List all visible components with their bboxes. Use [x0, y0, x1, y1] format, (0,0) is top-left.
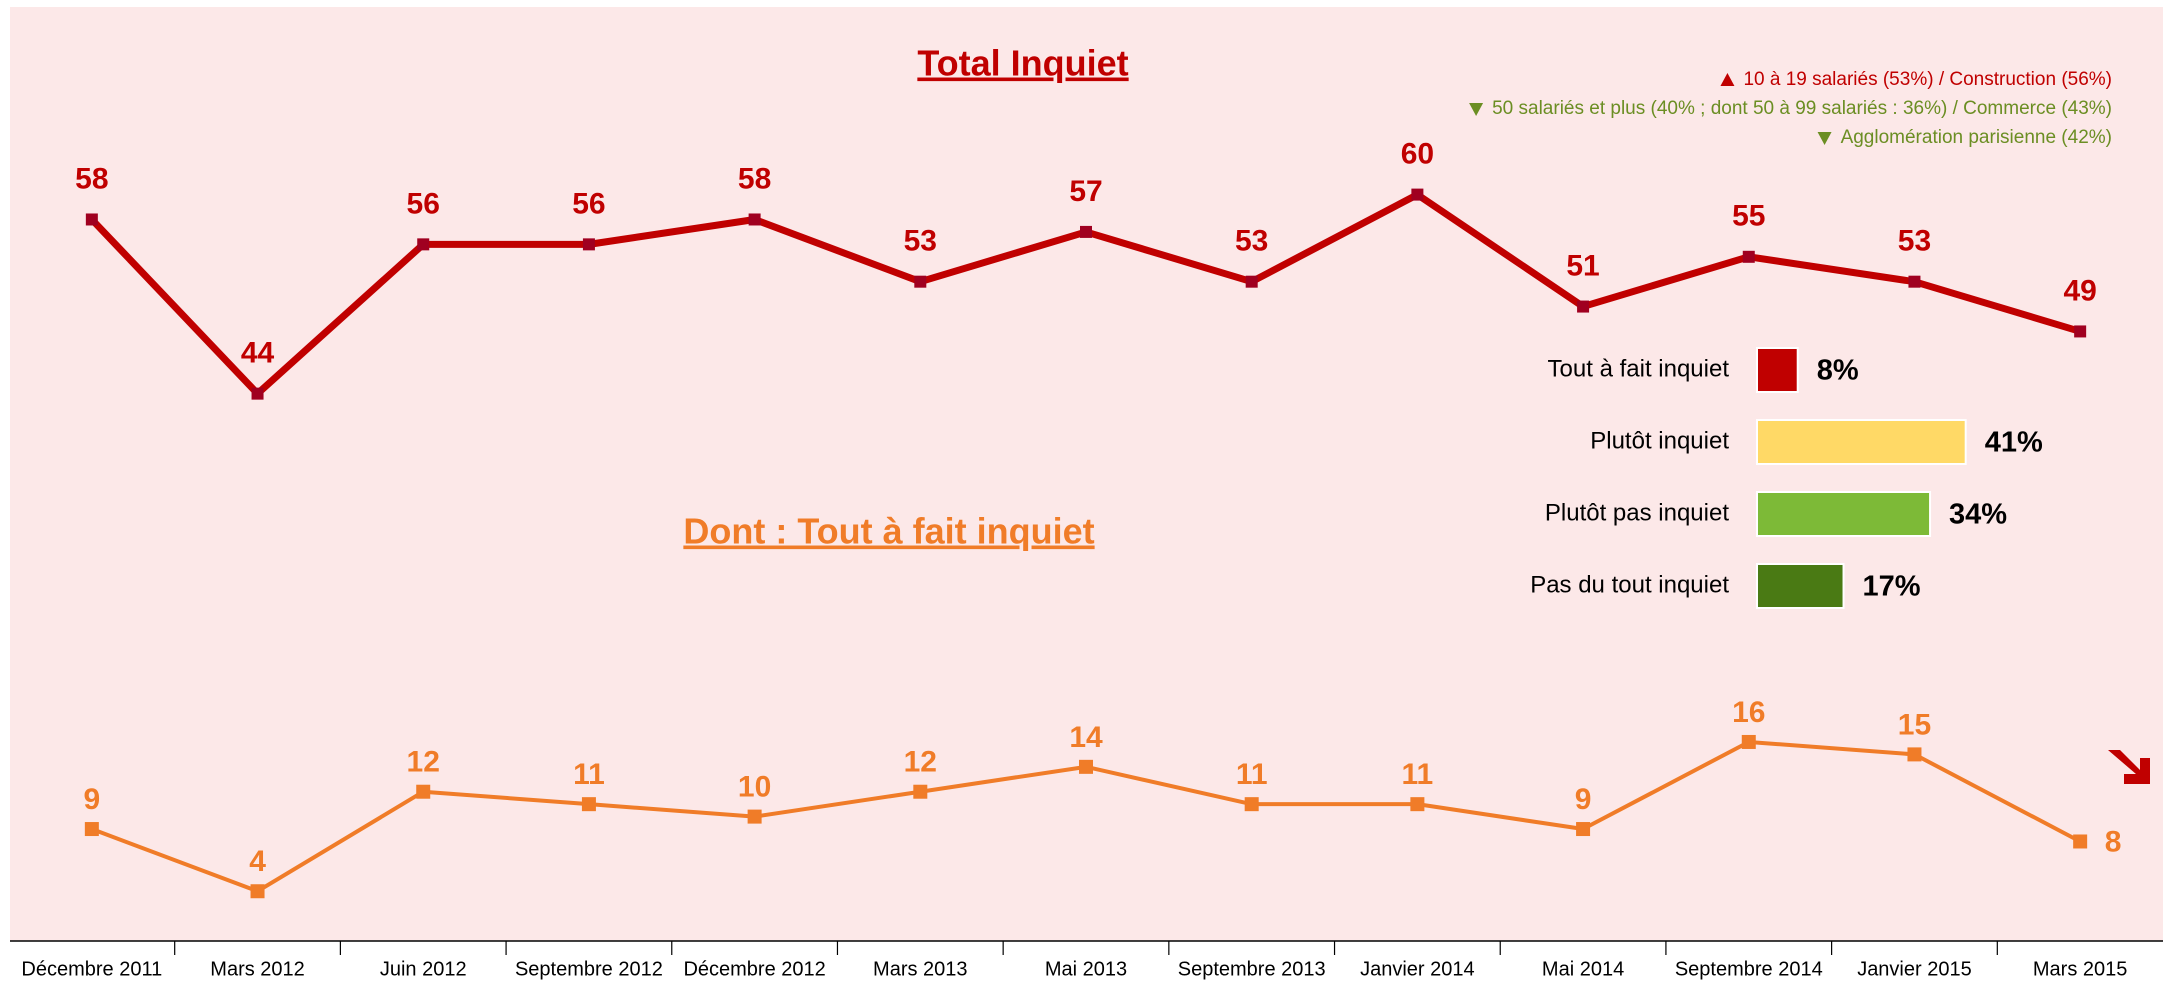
data-label: 51 — [1566, 249, 1599, 282]
data-label: 56 — [572, 187, 605, 220]
bar-value-label: 41% — [1985, 427, 2043, 459]
annotation-triangle — [1817, 132, 1832, 145]
x-tick-label: Mai 2013 — [1045, 958, 1127, 980]
point-marker — [1410, 797, 1425, 812]
data-label: 10 — [738, 771, 771, 804]
annotation: 10 à 19 salariés (53%) / Construction (5… — [1743, 69, 2112, 90]
point-marker — [1245, 275, 1258, 288]
x-tick-label: Mars 2015 — [2033, 958, 2128, 980]
point-marker — [1079, 759, 1093, 774]
x-tick-label: Mai 2014 — [1542, 958, 1624, 980]
annotation: Agglomération parisienne (42%) — [1841, 127, 2112, 148]
bar — [1756, 419, 1967, 465]
bar-value-label: 17% — [1863, 571, 1921, 603]
annotation-triangle — [1720, 73, 1735, 86]
data-label: 12 — [407, 746, 440, 779]
point-marker — [748, 213, 761, 226]
data-label: 58 — [738, 162, 771, 195]
point-marker — [581, 797, 596, 812]
annotation-triangle — [1469, 103, 1484, 116]
bar-label: Plutôt pas inquiet — [1545, 499, 1729, 526]
point-marker — [416, 784, 431, 799]
data-label: 53 — [1898, 225, 1931, 258]
data-label: 4 — [249, 845, 266, 878]
point-marker — [1742, 250, 1755, 263]
data-label: 44 — [241, 337, 275, 370]
point-marker — [1907, 747, 1922, 762]
point-marker — [913, 784, 928, 799]
point-marker — [582, 238, 595, 251]
data-label: 49 — [2063, 274, 2096, 307]
bar-label: Tout à fait inquiet — [1548, 355, 1730, 382]
data-label: 16 — [1732, 696, 1765, 729]
x-tick-label: Mars 2012 — [210, 958, 305, 980]
point-marker — [417, 238, 430, 251]
point-marker — [1577, 300, 1590, 313]
point-marker — [2073, 834, 2088, 849]
series-title: Total Inquiet — [917, 43, 1128, 84]
point-marker — [84, 822, 99, 837]
data-label: 9 — [84, 783, 101, 816]
point-marker — [2074, 325, 2087, 338]
point-marker — [1576, 822, 1591, 837]
data-label: 12 — [904, 746, 937, 779]
bar-value-label: 34% — [1949, 499, 2007, 531]
x-tick-label: Septembre 2014 — [1675, 958, 1823, 980]
data-label: 14 — [1069, 721, 1103, 754]
data-label: 11 — [1236, 758, 1268, 791]
bar — [1756, 563, 1845, 609]
x-tick-label: Janvier 2015 — [1857, 958, 1972, 980]
data-label: 55 — [1732, 200, 1765, 233]
data-label: 56 — [407, 187, 440, 220]
bar-label: Pas du tout inquiet — [1530, 571, 1729, 598]
x-tick-label: Janvier 2014 — [1360, 958, 1475, 980]
data-label: 9 — [1575, 783, 1592, 816]
bar — [1756, 491, 1932, 537]
point-marker — [1908, 275, 1921, 288]
point-marker — [1244, 797, 1259, 812]
point-marker — [914, 275, 927, 288]
x-tick-label: Décembre 2011 — [21, 958, 162, 980]
bar — [1756, 347, 1799, 393]
plot-background — [10, 7, 2163, 941]
trend-arrow — [2108, 750, 2150, 784]
x-tick-label: Septembre 2013 — [1178, 958, 1326, 980]
data-label: 53 — [1235, 225, 1268, 258]
point-marker — [1080, 225, 1092, 238]
data-label: 8 — [2105, 825, 2122, 858]
bar-value-label: 8% — [1817, 355, 1859, 387]
data-label: 11 — [573, 758, 605, 791]
point-marker — [250, 884, 265, 899]
data-label: 53 — [904, 225, 937, 258]
series-title: Dont : Tout à fait inquiet — [683, 511, 1094, 552]
x-tick-label: Juin 2012 — [380, 958, 467, 980]
x-tick-label: Septembre 2012 — [515, 958, 663, 980]
x-tick-label: Décembre 2012 — [683, 958, 825, 980]
bar-label: Plutôt inquiet — [1590, 427, 1729, 454]
data-label: 57 — [1069, 175, 1102, 208]
data-label: 60 — [1401, 138, 1434, 171]
x-tick-label: Mars 2013 — [873, 958, 968, 980]
point-marker — [1741, 734, 1756, 749]
data-label: 15 — [1898, 708, 1931, 741]
annotation: 50 salariés et plus (40% ; dont 50 à 99 … — [1492, 98, 2112, 119]
point-marker — [747, 809, 762, 824]
point-marker — [251, 387, 264, 400]
data-label: 11 — [1402, 758, 1434, 791]
point-marker — [85, 213, 98, 226]
point-marker — [1411, 188, 1424, 201]
data-label: 58 — [75, 162, 108, 195]
